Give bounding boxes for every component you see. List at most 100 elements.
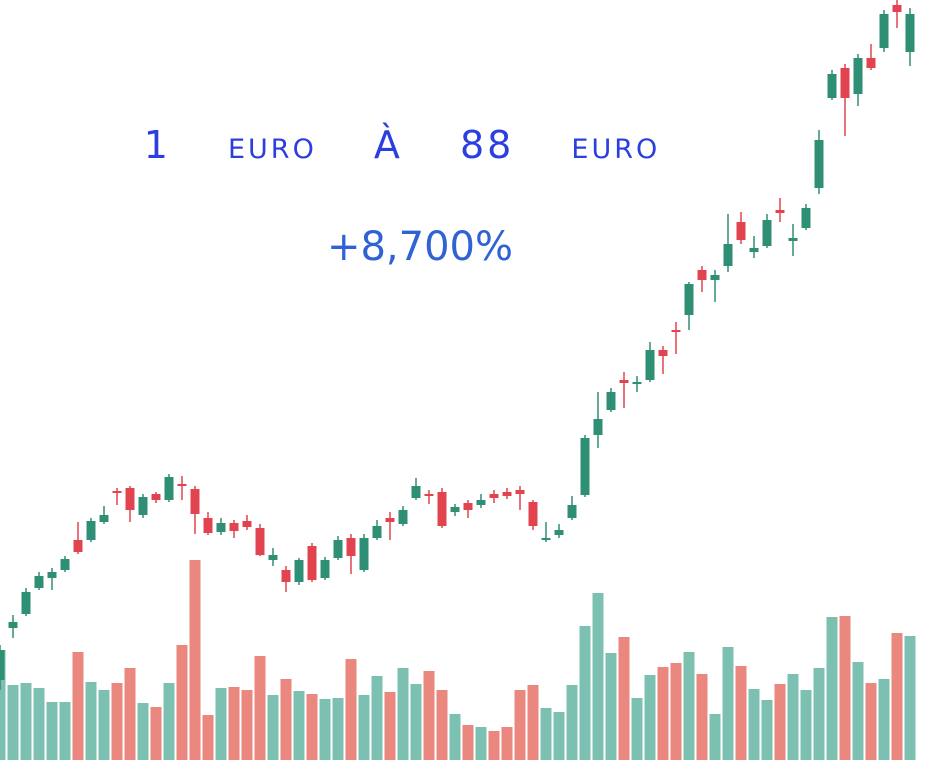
candle-body [229, 523, 239, 531]
volume-bar [878, 679, 890, 760]
volume-bar [553, 712, 565, 760]
volume-bar [319, 699, 331, 760]
candle-body [905, 14, 915, 52]
volume-bar [722, 647, 734, 760]
candle-body [775, 210, 785, 213]
candle-body [814, 140, 824, 188]
volume-bar [657, 667, 669, 760]
candle-body [21, 592, 31, 614]
volume-bar [865, 683, 877, 760]
candle-body [138, 497, 148, 515]
candle-body [372, 526, 382, 538]
volume-bar [397, 668, 409, 760]
candle-body [424, 494, 434, 496]
volume-bar [904, 636, 916, 760]
volume-bar [228, 687, 240, 760]
candle-body [541, 538, 551, 540]
volume-bar [748, 689, 760, 760]
candle-body [86, 521, 96, 540]
candle-body [73, 540, 83, 552]
candle-body [359, 538, 369, 570]
candle-body [866, 58, 876, 68]
candle-body [658, 350, 668, 356]
volume-bar [475, 727, 487, 760]
volume-bar [98, 690, 110, 760]
candle-body [606, 392, 616, 410]
volume-bar [540, 708, 552, 760]
volume-layer [0, 560, 916, 760]
candle-body [879, 14, 889, 48]
candle-body [60, 559, 70, 570]
candle-body [593, 419, 603, 435]
candle-body [268, 555, 278, 560]
volume-bar [345, 659, 357, 760]
candle-body [112, 491, 122, 493]
candle-body [788, 238, 798, 241]
volume-bar [527, 685, 539, 760]
volume-bar [280, 679, 292, 760]
volume-bar [306, 694, 318, 760]
candle-body [645, 350, 655, 380]
volume-bar [774, 684, 786, 760]
volume-bar [462, 725, 474, 760]
volume-bar [852, 662, 864, 760]
candle-body [567, 505, 577, 518]
candle-body [320, 560, 330, 578]
volume-bar [683, 652, 695, 760]
candle-body [0, 650, 5, 680]
volume-bar [839, 616, 851, 760]
candle-body [346, 538, 356, 556]
volume-bar [735, 666, 747, 760]
volume-bar [215, 688, 227, 760]
candle-body [476, 500, 486, 505]
volume-bar [332, 698, 344, 760]
volume-bar [189, 560, 201, 760]
volume-bar [293, 691, 305, 760]
candle-body [619, 380, 629, 383]
candle-body [853, 58, 863, 94]
candle-body [164, 477, 174, 500]
volume-bar [0, 650, 6, 760]
volume-bar [358, 695, 370, 760]
volume-bar [800, 690, 812, 760]
volume-bar [254, 656, 266, 760]
volume-bar [33, 688, 45, 760]
volume-bar [826, 617, 838, 760]
candle-body [385, 518, 395, 522]
candle-body [502, 492, 512, 496]
candle-body [528, 502, 538, 526]
volume-bar [124, 668, 136, 760]
volume-bar [384, 692, 396, 760]
candle-body [8, 622, 18, 628]
candle-body [281, 570, 291, 582]
candle-body [242, 521, 252, 527]
volume-bar [59, 702, 71, 760]
candle-body [294, 560, 304, 582]
volume-bar [579, 626, 591, 760]
candle-body [515, 490, 525, 494]
volume-bar [644, 675, 656, 760]
volume-bar [761, 700, 773, 760]
candle-body [411, 486, 421, 498]
candle-body [762, 220, 772, 246]
volume-bar [20, 683, 32, 760]
candle-layer [0, 0, 915, 690]
candle-body [398, 510, 408, 524]
candle-body [671, 330, 681, 332]
candle-body [710, 275, 720, 280]
candle-body [736, 222, 746, 240]
volume-bar [46, 702, 58, 760]
volume-bar [813, 668, 825, 760]
volume-bar [514, 690, 526, 760]
candle-body [892, 5, 902, 12]
volume-bar [111, 683, 123, 760]
candle-body [684, 284, 694, 315]
candle-body [190, 489, 200, 514]
candle-body [333, 540, 343, 558]
candle-body [749, 248, 759, 252]
volume-bar [72, 652, 84, 760]
volume-bar [7, 685, 19, 760]
volume-bar [501, 727, 513, 760]
volume-bar [670, 663, 682, 760]
